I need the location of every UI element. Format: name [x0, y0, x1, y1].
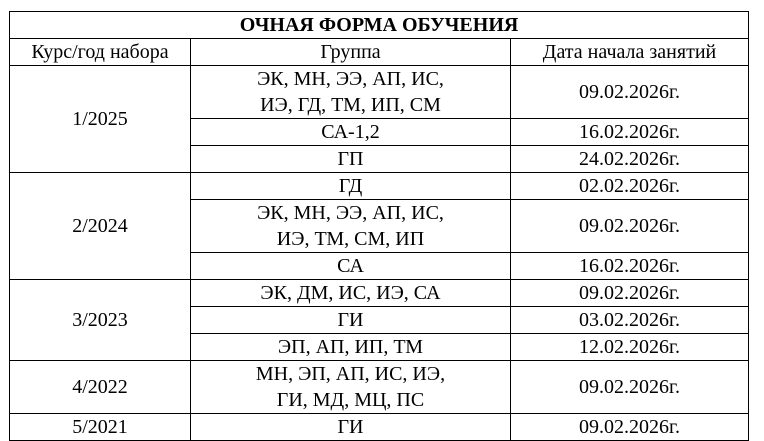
table-row: 4/2022 МН, ЭП, АП, ИС, ИЭ, ГИ, МД, МЦ, ПС 0…	[9, 360, 750, 414]
table-title: ОЧНАЯ ФОРМА ОБУЧЕНИЯ	[8, 11, 750, 39]
group-line: МН, ЭП, АП, ИС, ИЭ,	[255, 363, 446, 385]
date-cell: 12.02.2026г.	[509, 333, 750, 361]
header-group: Группа	[190, 38, 511, 66]
course-cell: 4/2022	[9, 360, 191, 414]
group-cell: ЭК, ДМ, ИС, ИЭ, СА	[190, 279, 511, 307]
schedule-table: ОЧНАЯ ФОРМА ОБУЧЕНИЯ Курс/год набора Гру…	[8, 11, 750, 441]
table-row: ЭП, АП, ИП, ТМ 12.02.2026г.	[10, 333, 750, 361]
table-row: 5/2021 ГИ 09.02.2026г.	[9, 413, 750, 441]
date-cell: 09.02.2026г.	[509, 65, 750, 119]
group-cell: ЭП, АП, ИП, ТМ	[190, 333, 511, 361]
course-cell: 5/2021	[9, 413, 191, 441]
group-cell: СА-1,2	[190, 118, 511, 146]
table-row: 2/2024 ГД 02.02.2026г.	[9, 172, 750, 280]
title-row: ОЧНАЯ ФОРМА ОБУЧЕНИЯ	[8, 11, 750, 39]
group-line: СА	[337, 255, 364, 277]
date-cell: 03.02.2026г.	[509, 306, 750, 334]
group-line: ГИ, МД, МЦ, ПС	[276, 389, 425, 411]
group-cell: СА	[190, 252, 511, 280]
group-line: ЭК, ДМ, ИС, ИЭ, СА	[260, 282, 441, 304]
course-cell: 1/2025	[9, 65, 191, 173]
date-cell: 24.02.2026г.	[509, 145, 750, 173]
group-cell: ГИ	[190, 306, 511, 334]
date-cell: 16.02.2026г.	[509, 252, 750, 280]
header-row: Курс/год набора Группа Дата начала занят…	[9, 38, 750, 66]
date-cell: 16.02.2026г.	[509, 118, 750, 146]
group-line: ГИ	[337, 309, 364, 331]
table-row: 3/2023 ЭК, ДМ, ИС, ИЭ, СА 09.02.2026г.	[9, 279, 750, 361]
table-row: СА-1,2 16.02.2026г.	[10, 118, 750, 146]
date-cell: 09.02.2026г.	[509, 279, 750, 307]
table-row: ЭК, МН, ЭЭ, АП, ИС, ИЭ, ТМ, СМ, ИП 09.02.2…	[10, 199, 750, 253]
group-line: ГП	[337, 148, 364, 170]
group-line: ГИ	[337, 416, 364, 438]
group-line: ИЭ, ГД, ТМ, ИП, СМ	[260, 94, 441, 116]
group-cell: ГИ	[190, 413, 511, 441]
date-cell: 09.02.2026г.	[509, 360, 750, 414]
group-cell: ГД	[190, 172, 511, 200]
date-cell: 09.02.2026г.	[509, 199, 750, 253]
group-line: ИЭ, ТМ, СМ, ИП	[276, 228, 425, 250]
group-line: ЭК, МН, ЭЭ, АП, ИС,	[257, 202, 444, 224]
group-line: ЭП, АП, ИП, ТМ	[277, 336, 424, 358]
group-cell: ЭК, МН, ЭЭ, АП, ИС, ИЭ, ТМ, СМ, ИП	[190, 199, 511, 253]
header-date: Дата начала занятий	[509, 38, 750, 66]
group-line: ЭК, МН, ЭЭ, АП, ИС,	[257, 68, 444, 90]
header-course: Курс/год набора	[9, 38, 191, 66]
table-row: СА 16.02.2026г.	[10, 252, 750, 280]
group-line: СА-1,2	[321, 121, 380, 143]
group-cell: ГП	[190, 145, 511, 173]
table-row: 1/2025 ЭК, МН, ЭЭ, АП, ИС, ИЭ, ГД, ТМ, ИП,…	[9, 65, 750, 173]
group-line: ГД	[338, 175, 363, 197]
group-cell: МН, ЭП, АП, ИС, ИЭ, ГИ, МД, МЦ, ПС	[190, 360, 511, 414]
date-cell: 09.02.2026г.	[509, 413, 750, 441]
course-cell: 2/2024	[9, 172, 191, 280]
date-cell: 02.02.2026г.	[509, 172, 750, 200]
group-cell: ЭК, МН, ЭЭ, АП, ИС, ИЭ, ГД, ТМ, ИП, СМ	[190, 65, 511, 119]
course-cell: 3/2023	[9, 279, 191, 361]
